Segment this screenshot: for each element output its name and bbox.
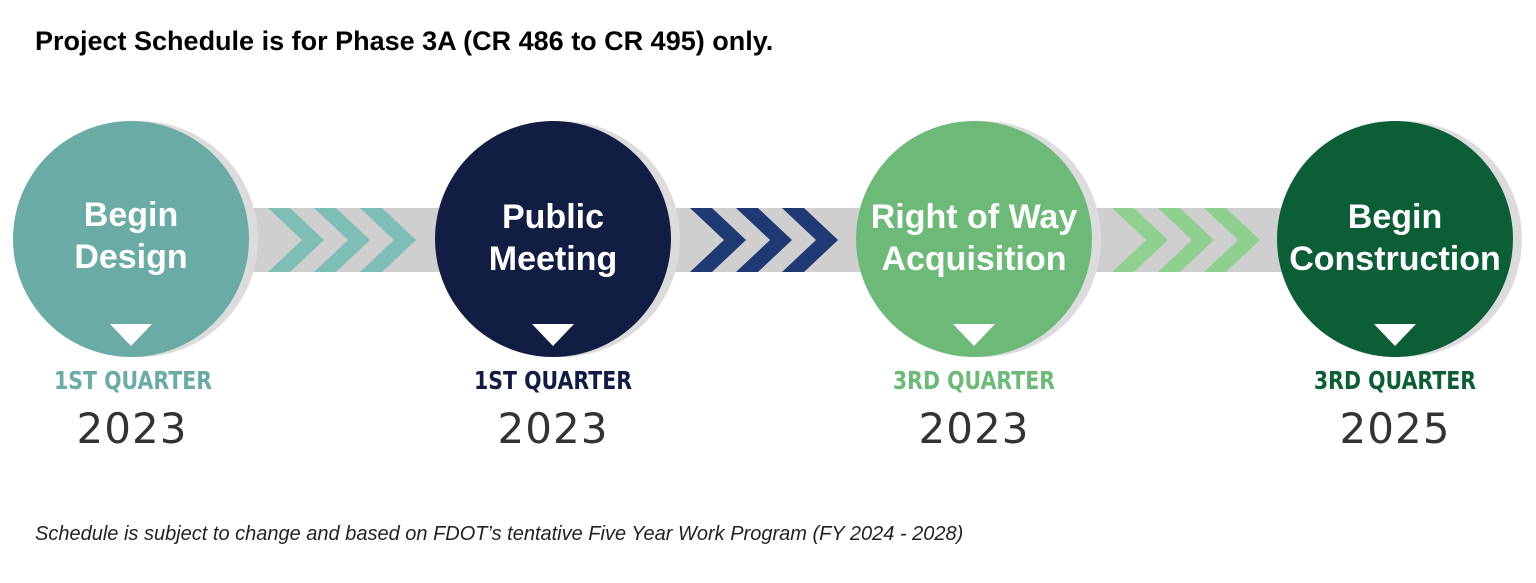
milestone-year: 2023 — [918, 404, 1030, 453]
milestone-label-line1: Right of Way — [870, 198, 1078, 236]
milestone-quarter: 1ST QUARTER — [53, 366, 213, 395]
milestone-label-line1: Begin — [83, 196, 179, 234]
chevron-arrow-icon — [782, 208, 838, 272]
milestone-label-line2: Construction — [1289, 240, 1501, 278]
milestone-quarter: 3RD QUARTER — [892, 366, 1056, 395]
chevron-arrow-icon — [1204, 208, 1260, 272]
milestone-label-line2: Acquisition — [881, 240, 1067, 278]
milestone-label-right-of-way: Right of Way Acquisition — [854, 196, 1094, 280]
chevron-arrow-icon — [736, 208, 792, 272]
milestone-label-public-meeting: Public Meeting — [433, 196, 673, 280]
schedule-footnote: Schedule is subject to change and based … — [35, 523, 964, 545]
pointer-triangle-3 — [953, 324, 995, 346]
chevron-group-2 — [690, 208, 838, 272]
milestone-quarter: 3RD QUARTER — [1313, 366, 1477, 395]
milestone-label-begin-design: Begin Design — [11, 194, 251, 278]
milestone-quarter: 1ST QUARTER — [473, 366, 633, 395]
pointer-triangle-2 — [532, 324, 574, 346]
pointer-triangle-4 — [1374, 324, 1416, 346]
pointer-triangle-1 — [110, 324, 152, 346]
milestone-year: 2023 — [497, 404, 609, 453]
milestone-circle-begin-design — [13, 121, 249, 357]
chevron-arrow-icon — [314, 208, 370, 272]
milestone-label-line2: Meeting — [488, 240, 618, 278]
milestone-circle-public-meeting — [435, 121, 671, 357]
milestone-year: 2023 — [76, 404, 188, 453]
chevron-group-1 — [268, 208, 416, 272]
milestone-circle-begin-construction — [1277, 121, 1513, 357]
chevron-arrow-icon — [690, 208, 746, 272]
page-title: Project Schedule is for Phase 3A (CR 486… — [35, 26, 774, 56]
milestone-circle-right-of-way — [856, 121, 1092, 357]
milestone-label-begin-construction: Begin Construction — [1275, 196, 1515, 280]
chevron-arrow-icon — [268, 208, 324, 272]
chevron-arrow-icon — [1112, 208, 1168, 272]
milestone-label-line1: Public — [501, 198, 605, 236]
chevron-arrow-icon — [360, 208, 416, 272]
milestone-label-line1: Begin — [1347, 198, 1443, 236]
chevron-arrow-icon — [1158, 208, 1214, 272]
milestone-label-line2: Design — [74, 238, 188, 276]
milestone-year: 2025 — [1339, 404, 1451, 453]
chevron-group-3 — [1112, 208, 1260, 272]
